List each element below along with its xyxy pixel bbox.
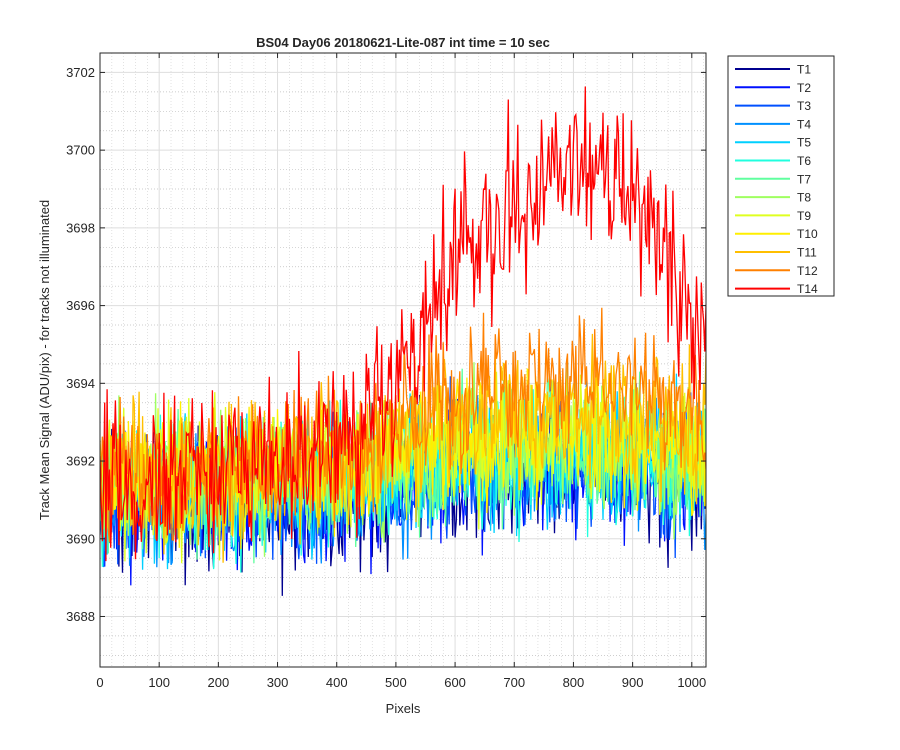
legend-label-t6: T6 — [797, 154, 811, 168]
legend-label-t12: T12 — [797, 264, 818, 278]
axes-box — [99, 52, 707, 668]
legend-label-t10: T10 — [797, 227, 818, 241]
y-tick-label: 3688 — [66, 609, 95, 624]
legend-label-t11: T11 — [797, 246, 817, 260]
x-tick-label: 0 — [96, 675, 103, 690]
legend-label-t14: T14 — [797, 282, 818, 296]
y-tick-label: 3698 — [66, 220, 95, 235]
x-tick-label: 500 — [385, 675, 407, 690]
x-tick-label: 100 — [148, 675, 170, 690]
legend-box — [727, 55, 835, 297]
legend-label-t1: T1 — [797, 63, 811, 77]
legend-label-t8: T8 — [797, 191, 811, 205]
legend-label-t9: T9 — [797, 209, 811, 223]
plot-area: 0 100 200 300 400 500 600 700 800 900 1000 3688 369… — [66, 52, 707, 690]
x-ticks: 0 100 200 300 400 500 600 700 800 900 1000 — [96, 53, 706, 690]
legend-label-t2: T2 — [797, 81, 811, 95]
legend-label-t5: T5 — [797, 136, 811, 150]
x-tick-label: 700 — [503, 675, 525, 690]
x-tick-label: 1000 — [677, 675, 706, 690]
legend-label-t3: T3 — [797, 99, 811, 113]
x-tick-label: 900 — [622, 675, 644, 690]
y-ticks: 3688 3690 3692 3694 3696 3698 3700 3702 — [66, 65, 706, 624]
y-tick-label: 3702 — [66, 65, 95, 80]
y-axis-label: Track Mean Signal (ADU/pix) - for tracks… — [37, 200, 52, 520]
x-tick-label: 600 — [444, 675, 466, 690]
x-axis-label: Pixels — [386, 701, 421, 716]
y-tick-label: 3700 — [66, 143, 95, 158]
y-tick-label: 3694 — [66, 376, 95, 391]
y-tick-label: 3692 — [66, 454, 95, 469]
chart-title: BS04 Day06 20180621-Lite-087 int time = … — [256, 35, 550, 50]
legend: T1 T2 T3 T4 T5 T6 T7 T8 T9 T10 T11 T12 T14 — [727, 55, 835, 297]
axes-background — [100, 53, 706, 667]
x-tick-label: 800 — [563, 675, 585, 690]
legend-label-t7: T7 — [797, 172, 811, 186]
y-tick-label: 3690 — [66, 531, 95, 546]
y-tick-label: 3696 — [66, 298, 95, 313]
x-tick-label: 200 — [208, 675, 230, 690]
legend-label-t4: T4 — [797, 117, 811, 131]
series-lines — [100, 86, 706, 596]
x-tick-label: 400 — [326, 675, 348, 690]
x-tick-label: 300 — [267, 675, 289, 690]
series-line-t14 — [100, 86, 706, 562]
